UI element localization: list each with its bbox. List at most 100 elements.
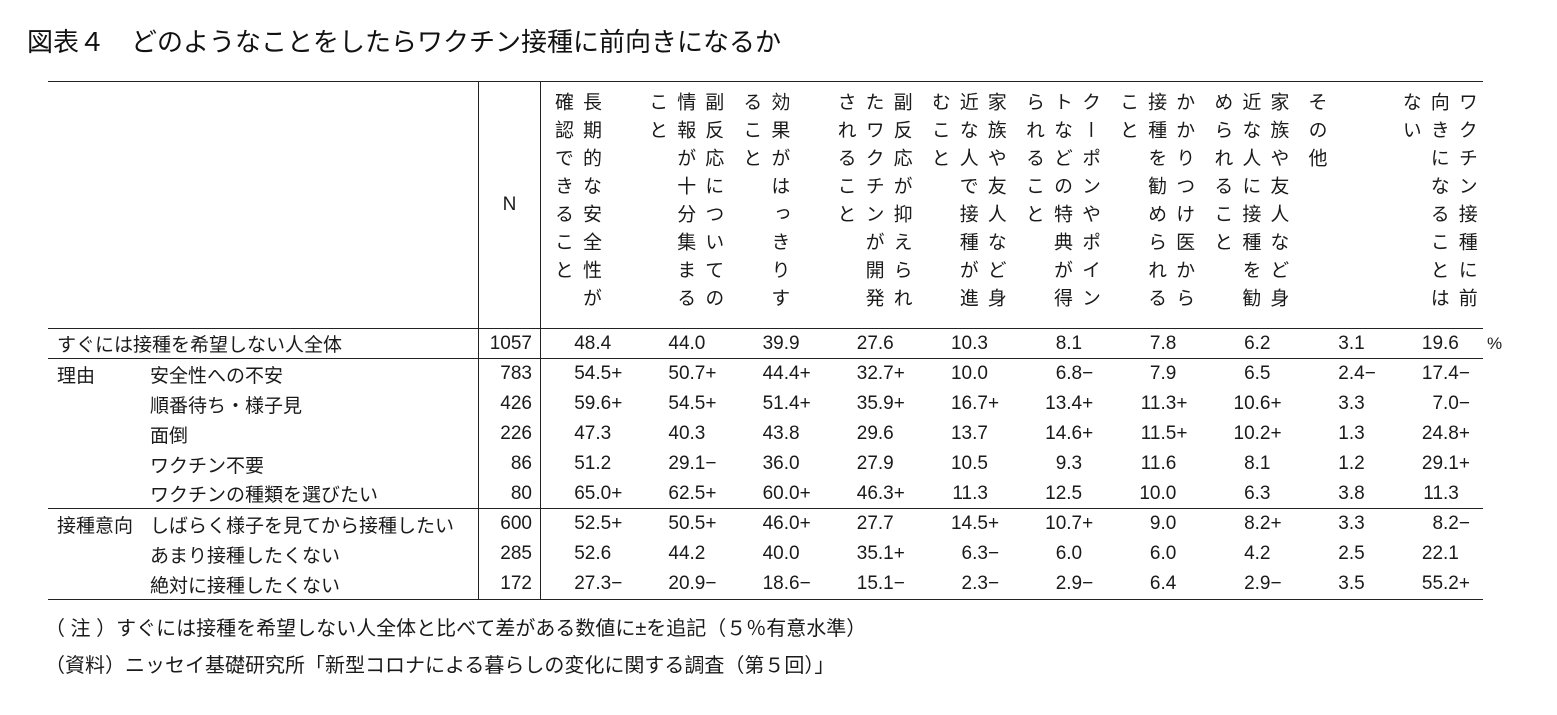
significance-sign: + bbox=[611, 513, 623, 534]
value-cell: 27.7 bbox=[824, 509, 918, 539]
value-cell: 4.2 bbox=[1200, 539, 1294, 569]
value-number: 43.8 bbox=[762, 423, 800, 444]
significance-sign: + bbox=[1082, 423, 1094, 444]
column-header: 家族や友人など身 近な人に接種を勧 められること bbox=[1200, 82, 1295, 329]
row-label: 順番待ち・様子見 bbox=[150, 395, 303, 417]
value-cell: 3.3 bbox=[1295, 509, 1389, 539]
column-header: 家族や友人など身 近な人で接種が進 むこと bbox=[917, 82, 1012, 329]
value-cell: 8.2 + bbox=[1200, 509, 1294, 539]
column-header: 長期的な安全性が 確認できること bbox=[541, 82, 636, 329]
value-number: 6.5 bbox=[1244, 363, 1271, 384]
data-table: % N 長期的な安全性が 確認できること 副反応についての 情報が十分集まる こと効… bbox=[48, 81, 1502, 600]
significance-sign: − bbox=[1458, 513, 1470, 534]
value-cell: 60.0 + bbox=[729, 479, 824, 509]
value-cell: 2.5 bbox=[1295, 539, 1389, 569]
value-cell: 59.6 + bbox=[541, 389, 635, 419]
value-cell: 11.6 bbox=[1106, 449, 1200, 479]
n-value-cell: 86 bbox=[478, 449, 541, 479]
column-header-text: その他 bbox=[1305, 92, 1327, 176]
row-label-cell: 面倒 bbox=[48, 419, 478, 449]
value-number: 29.1 bbox=[1421, 453, 1459, 474]
value-cell: 1.2 bbox=[1295, 449, 1389, 479]
value-cell: 40.3 bbox=[635, 419, 729, 449]
column-header: 副反応についての 情報が十分集まる こと bbox=[635, 82, 730, 329]
value-cell: 54.5 + bbox=[541, 359, 635, 389]
n-value-cell: 285 bbox=[478, 539, 541, 569]
row-group-label: 理由 bbox=[57, 365, 96, 387]
value-number: 55.2 bbox=[1421, 573, 1459, 594]
value-cell: 6.0 bbox=[1012, 539, 1106, 569]
value-number: 27.9 bbox=[856, 453, 894, 474]
value-number: 2.3 bbox=[961, 573, 988, 594]
value-number: 1.2 bbox=[1338, 453, 1365, 474]
column-header-text: 効果がはっきりす ること bbox=[740, 92, 790, 316]
column-header: その他 bbox=[1294, 82, 1389, 329]
value-cell: 11.3 bbox=[917, 479, 1012, 509]
value-number: 7.0 bbox=[1432, 393, 1459, 414]
value-cell: 11.5 + bbox=[1106, 419, 1200, 449]
value-cell: 2.4− bbox=[1295, 359, 1389, 389]
value-number: 9.0 bbox=[1149, 513, 1177, 534]
figure-title: 図表４ どのようなことをしたらワクチン接種に前向きになるか bbox=[27, 27, 782, 57]
value-cell: 6.0 bbox=[1106, 539, 1200, 569]
value-number: 6.3 bbox=[1244, 482, 1271, 504]
value-cell: 27.6 bbox=[823, 329, 918, 359]
value-number: 39.9 bbox=[762, 332, 800, 354]
value-number: 32.7 bbox=[856, 363, 894, 384]
n-value-cell: 426 bbox=[478, 389, 541, 419]
value-number: 11.3 bbox=[952, 482, 988, 504]
significance-sign: + bbox=[1270, 423, 1282, 444]
significance-sign: − bbox=[1270, 573, 1282, 594]
significance-sign: + bbox=[893, 543, 905, 564]
value-cell: 36.0 bbox=[729, 449, 823, 479]
value-cell: 44.4 + bbox=[729, 359, 823, 389]
value-cell: 6.8− bbox=[1012, 359, 1106, 389]
value-number: 44.0 bbox=[668, 332, 706, 354]
value-cell: 7.0− bbox=[1389, 389, 1483, 419]
value-cell: 6.3− bbox=[918, 539, 1012, 569]
value-number: 18.6 bbox=[762, 573, 800, 594]
value-cell: 48.4 bbox=[541, 329, 636, 359]
value-cell: 13.7 bbox=[918, 419, 1012, 449]
value-number: 7.8 bbox=[1149, 332, 1177, 354]
value-cell: 6.5 bbox=[1200, 359, 1294, 389]
column-header-text: かかりつけ医から 接種を勧められる こと bbox=[1117, 92, 1195, 316]
value-cell: 10.5 bbox=[918, 449, 1012, 479]
value-number: 40.0 bbox=[762, 543, 800, 564]
value-number: 11.3 bbox=[1140, 393, 1177, 414]
value-number: 6.0 bbox=[1149, 543, 1177, 564]
column-header: クーポンやポイン トなどの特典が得 られること bbox=[1011, 82, 1107, 329]
column-header-text: 長期的な安全性が 確認できること bbox=[552, 92, 601, 316]
value-number: 19.6 bbox=[1421, 332, 1459, 354]
value-cell: 65.0 + bbox=[541, 479, 636, 509]
value-cell: 11.3 + bbox=[1106, 389, 1200, 419]
value-number: 3.3 bbox=[1338, 513, 1365, 534]
column-header-text: クーポンやポイン トなどの特典が得 られること bbox=[1022, 92, 1100, 316]
significance-sign: − bbox=[987, 573, 1000, 594]
value-number: 15.1 bbox=[856, 573, 894, 594]
significance-sign: + bbox=[705, 393, 717, 414]
significance-sign: − bbox=[611, 573, 623, 594]
value-number: 60.0 bbox=[762, 482, 800, 504]
value-number: 3.3 bbox=[1338, 393, 1365, 414]
value-number: 17.4 bbox=[1421, 363, 1459, 384]
value-cell: 55.2 + bbox=[1389, 569, 1483, 599]
value-number: 14.5 bbox=[950, 513, 988, 534]
value-cell: 17.4− bbox=[1389, 359, 1483, 389]
value-number: 3.1 bbox=[1338, 332, 1365, 354]
value-cell: 9.0 bbox=[1106, 509, 1200, 539]
value-number: 6.0 bbox=[1055, 543, 1083, 564]
row-label-cell: すぐには接種を希望しない人全体 bbox=[48, 329, 478, 359]
significance-sign: + bbox=[1176, 423, 1188, 444]
footnotes: （ 注 ）すぐには接種を希望しない人全体と比べて差がある数値に±を追記（５％有意… bbox=[45, 614, 1557, 681]
significance-sign: + bbox=[1082, 513, 1094, 534]
significance-sign: + bbox=[893, 363, 905, 384]
row-label: ワクチン不要 bbox=[150, 455, 265, 477]
value-cell: 2.3− bbox=[918, 569, 1012, 599]
value-number: 14.6 bbox=[1045, 423, 1083, 444]
value-number: 27.7 bbox=[856, 513, 894, 534]
row-label: しばらく様子を見てから接種したい bbox=[150, 515, 455, 537]
value-cell: 27.9 bbox=[824, 449, 918, 479]
value-number: 35.1 bbox=[856, 543, 894, 564]
value-number: 51.4 bbox=[762, 393, 800, 414]
